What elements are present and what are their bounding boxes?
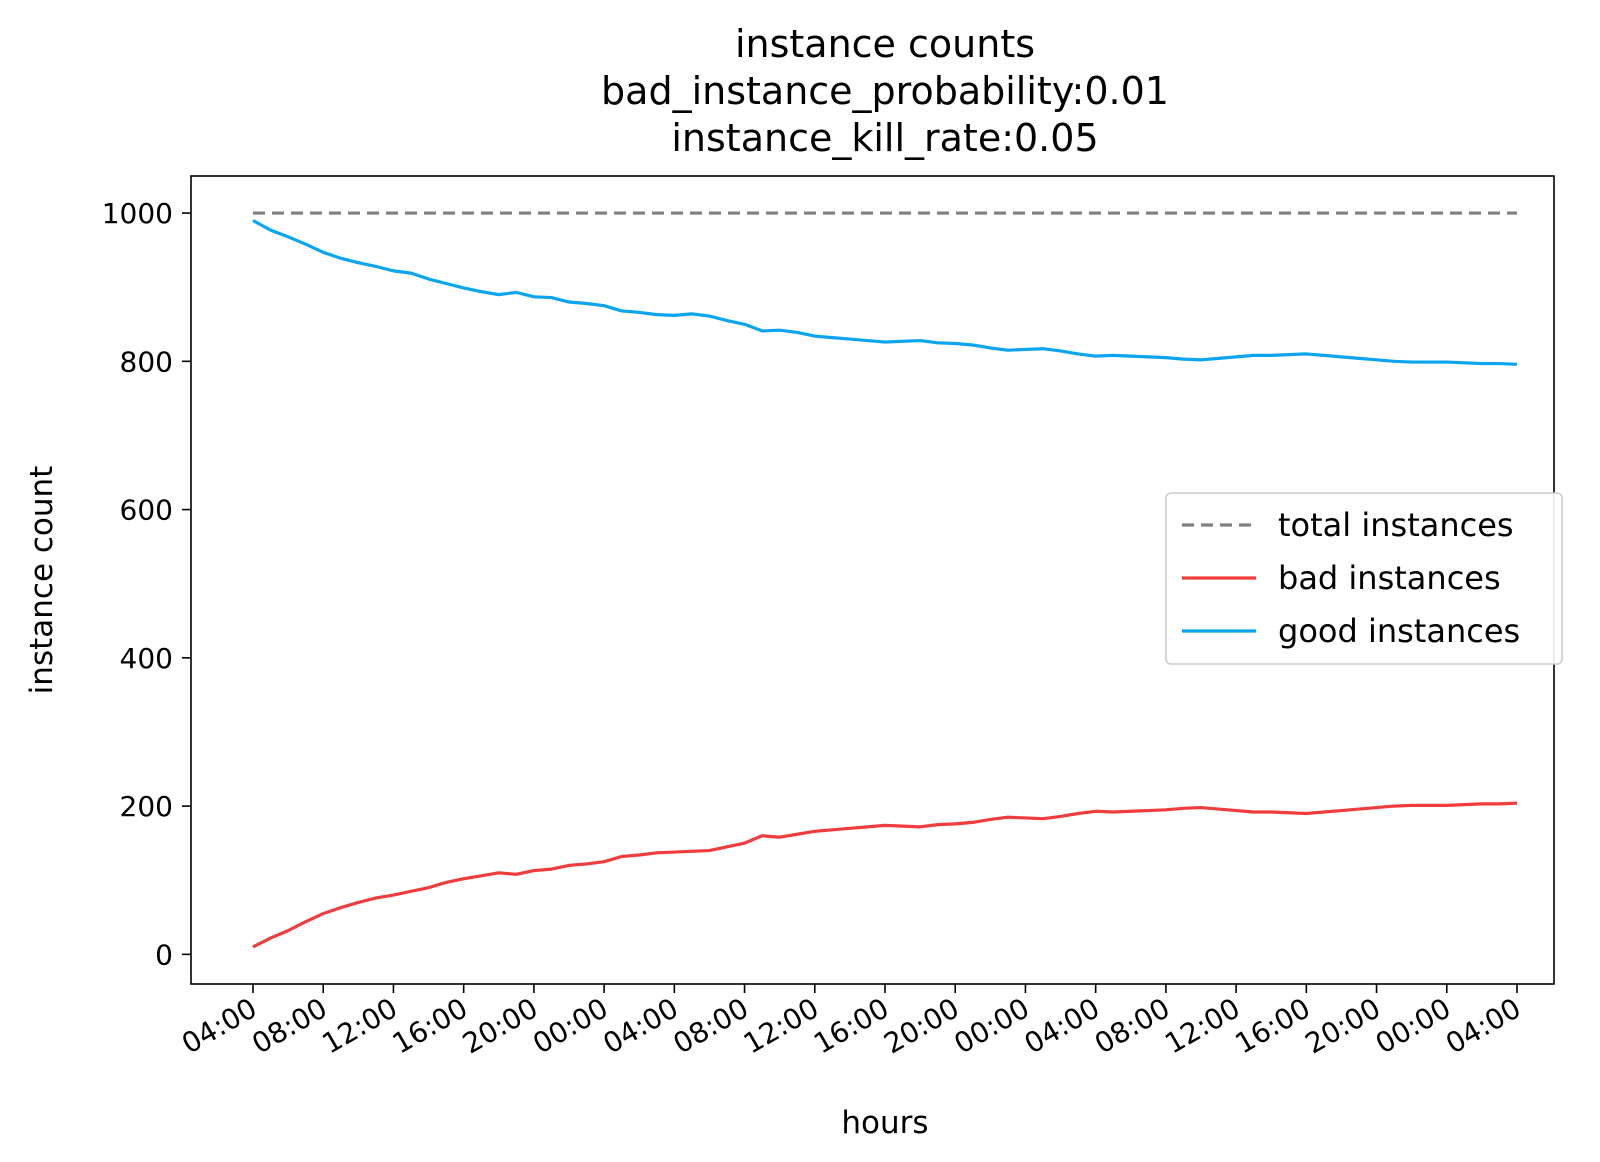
y-tick-label: 400 (120, 642, 173, 675)
x-tick-label: 20:00 (878, 991, 964, 1060)
y-tick-label: 0 (155, 938, 173, 971)
x-tick-label: 00:00 (949, 991, 1035, 1060)
x-tick-label: 08:00 (668, 991, 754, 1060)
y-tick-label: 600 (120, 494, 173, 527)
x-tick-label: 08:00 (1089, 991, 1175, 1060)
legend-box (1165, 492, 1563, 665)
x-tick-label: 04:00 (1440, 991, 1526, 1060)
series-line-good-instances (252, 219, 1518, 366)
chart-title-line-3: instance_kill_rate:0.05 (671, 116, 1098, 160)
x-tick-label: 04:00 (597, 991, 683, 1060)
x-axis-label: hours (841, 1105, 928, 1141)
legend-label: good instances (1278, 612, 1520, 650)
legend: total instances bad instances good instanc… (1165, 492, 1563, 665)
x-tick-label: 12:00 (1159, 991, 1245, 1060)
x-tick-label: 04:00 (176, 991, 262, 1060)
y-axis-label: instance count (24, 466, 60, 695)
x-tick-label: 16:00 (387, 991, 473, 1060)
series-line-bad-instances (252, 801, 1518, 949)
x-tick-label: 12:00 (738, 991, 824, 1060)
x-tick-label: 16:00 (808, 991, 894, 1060)
x-tick-label: 08:00 (246, 991, 332, 1060)
x-tick-label: 16:00 (1229, 991, 1315, 1060)
legend-label: total instances (1278, 506, 1514, 544)
chart-title-line-1: instance counts (735, 22, 1035, 66)
chart-title-line-2: bad_instance_probability:0.01 (601, 69, 1169, 113)
x-tick-label: 20:00 (1300, 991, 1386, 1060)
x-tick-label: 00:00 (527, 991, 613, 1060)
x-tick-label: 04:00 (1019, 991, 1105, 1060)
x-tick-label: 12:00 (317, 991, 403, 1060)
y-tick-label: 1000 (102, 197, 173, 230)
x-tick-label: 00:00 (1370, 991, 1456, 1060)
x-tick-label: 20:00 (457, 991, 543, 1060)
y-tick-label: 200 (120, 790, 173, 823)
y-tick-label: 800 (120, 345, 173, 378)
legend-label: bad instances (1278, 559, 1501, 597)
chart-title: instance counts bad_instance_probability… (601, 22, 1169, 160)
